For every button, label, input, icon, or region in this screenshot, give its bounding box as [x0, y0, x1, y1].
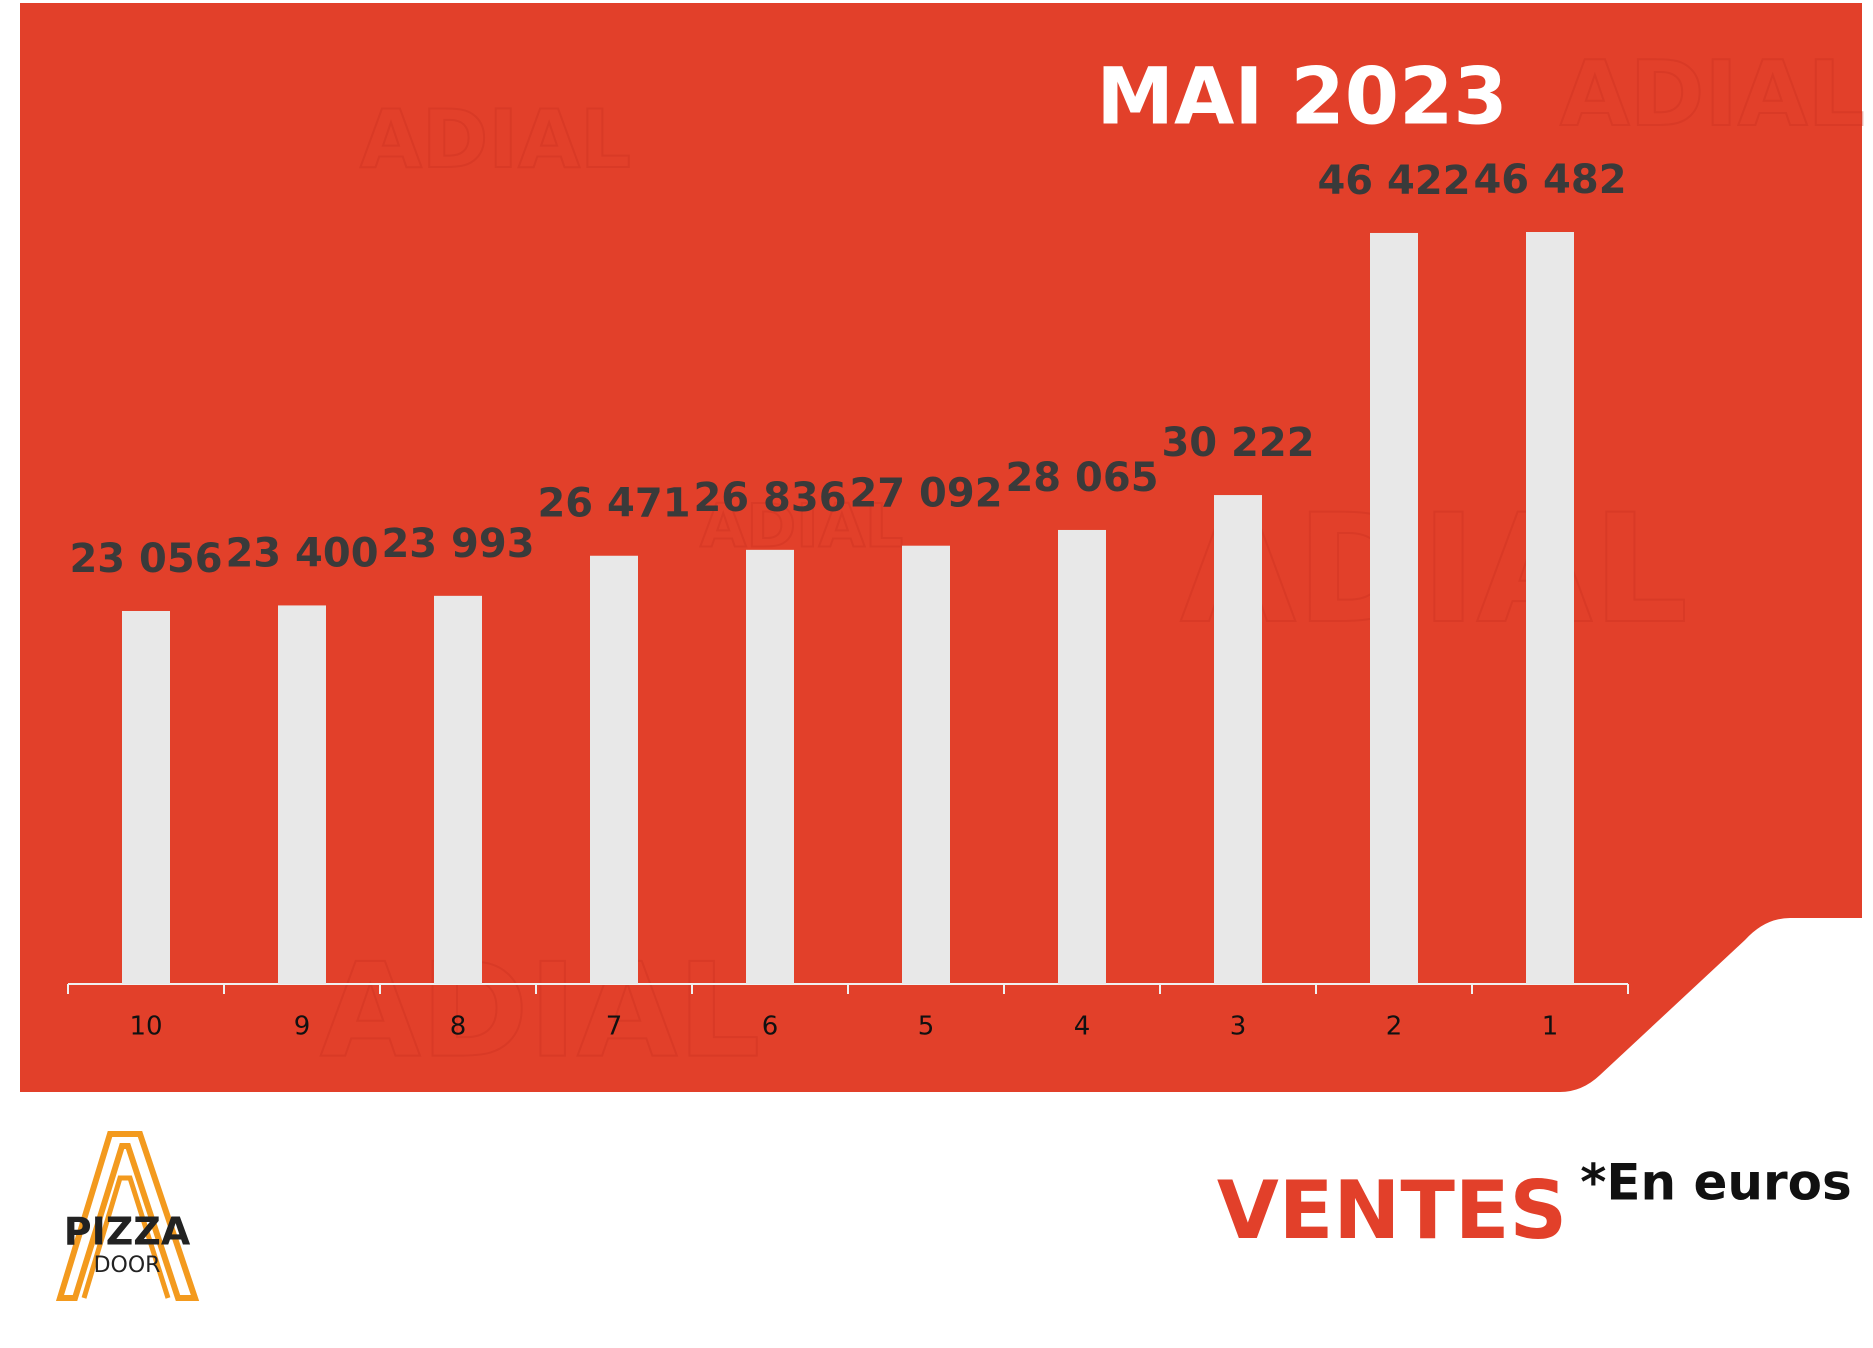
plot: 23 056 10 23 400 9 23 993 8 26 471 7 26 836 6 27 0…: [67, 157, 1629, 1042]
value-label: 28 065: [1005, 455, 1158, 501]
value-label: 23 400: [225, 530, 378, 576]
x-tick-label: 10: [129, 1012, 162, 1042]
x-tick-label: 5: [918, 1012, 935, 1042]
value-label: 30 222: [1161, 420, 1314, 466]
bar: [1526, 232, 1574, 984]
logo: PIZZA DOOR: [55, 1131, 200, 1301]
logo-shape: [55, 1131, 200, 1301]
watermark: ADIAL: [700, 492, 903, 562]
value-label: 27 092: [849, 471, 1002, 517]
value-label: 23 056: [69, 536, 222, 582]
bar: [1370, 232, 1418, 984]
value-label: 26 836: [693, 475, 846, 521]
value-label: 46 482: [1473, 157, 1626, 203]
chart-title: MAI 2023: [1096, 52, 1507, 142]
watermark: ADIAL: [1560, 42, 1865, 147]
watermark: ADIAL: [320, 935, 760, 1087]
logo-text: DOOR: [94, 1253, 161, 1278]
watermark: ADIAL: [1180, 483, 1688, 657]
bar: [278, 605, 326, 984]
x-tick-label: 1: [1542, 1012, 1559, 1042]
x-tick-label: 9: [294, 1012, 311, 1042]
bar: [1058, 529, 1106, 984]
logo-text: PIZZA: [64, 1210, 191, 1254]
watermark: ADIAL: [360, 93, 631, 186]
bar: [902, 545, 950, 984]
logo-shape: [81, 1175, 171, 1299]
x-tick-label: 8: [450, 1012, 467, 1042]
x-tick-label: 3: [1230, 1012, 1247, 1042]
footer-label: VENTES: [1217, 1164, 1567, 1257]
x-tick-label: 6: [762, 1012, 779, 1042]
x-tick-label: 7: [606, 1012, 623, 1042]
footer-note: *En euros: [1580, 1154, 1852, 1212]
value-label: 23 993: [381, 521, 534, 567]
bar: [1214, 495, 1262, 984]
value-label: 26 471: [537, 481, 690, 527]
x-tick-label: 4: [1074, 1012, 1091, 1042]
watermarks: ADIAL ADIAL ADIAL ADIAL ADIAL: [319, 41, 1866, 1088]
x-tick-label: 2: [1386, 1012, 1403, 1042]
value-label: 46 422: [1317, 158, 1470, 204]
bar: [590, 555, 638, 984]
bar: [122, 610, 170, 984]
bar: [746, 549, 794, 984]
bar: [434, 595, 482, 984]
